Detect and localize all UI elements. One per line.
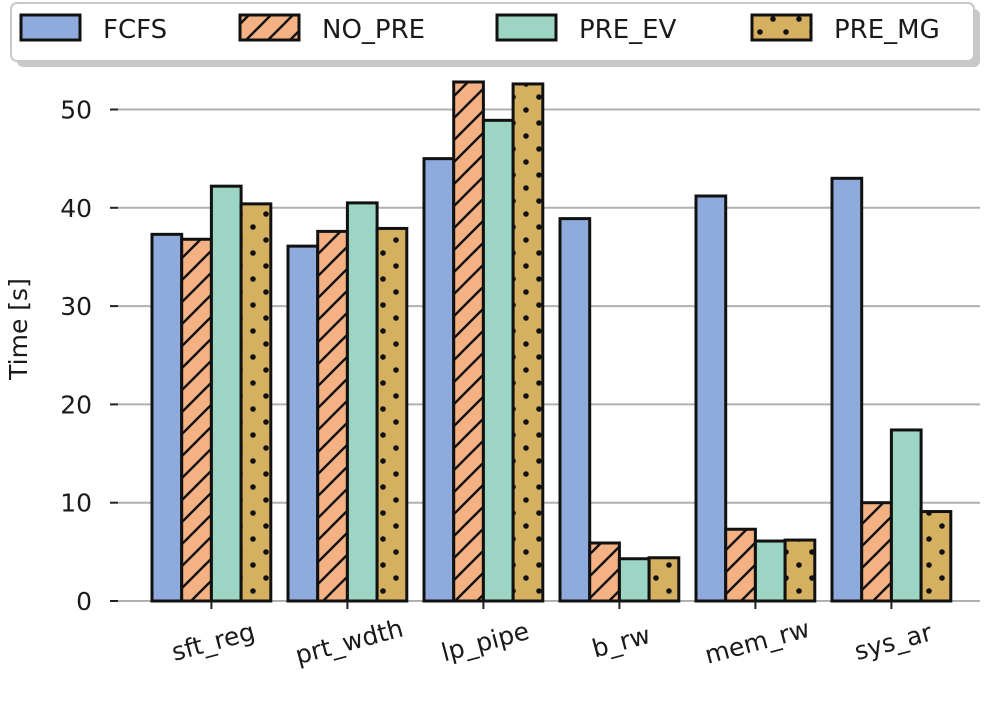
legend-swatch-PRE_EV [495,13,558,42]
x-tick-label: sys_ar [851,617,935,666]
axes [110,108,893,609]
x-tick-label: lp_pipe [438,616,532,667]
legend-swatch-NO_PRE [238,13,301,42]
x-tick-label: prt_wdth [292,613,406,670]
bar-sys_ar-PRE_MG [919,510,953,603]
bar-lp_pipe-NO_PRE [452,80,485,603]
x-tick-label: mem_rw [702,614,813,670]
bar-mem_rw-NO_PRE [724,527,757,603]
bar-lp_pipe-FCFS [422,157,456,603]
bar-sys_ar-PRE_EV [889,428,923,603]
bar-b_rw-PRE_EV [617,557,651,603]
bar-lp_pipe-PRE_MG [511,82,545,603]
x-tick-label: sft_reg [169,617,258,667]
legend: FCFS NO_PRE PRE_EV PRE_MG [10,2,980,67]
legend-swatch-PRE_MG [750,13,813,42]
legend-label-PRE_MG: PRE_MG [834,15,940,45]
bar-b_rw-PRE_MG [647,556,681,603]
legend-label-NO_PRE: NO_PRE [322,15,425,45]
bar-mem_rw-PRE_MG [783,538,817,603]
bar-mem_rw-PRE_EV [753,539,787,603]
bar-prt_wdth-FCFS [286,244,320,603]
legend-label-PRE_EV: PRE_EV [579,15,677,45]
legend-label-FCFS: FCFS [103,15,167,45]
x-tick-label: b_rw [589,620,654,663]
y-axis-label: Time [s] [4,278,33,381]
y-tick-label: 40 [60,194,92,223]
bar-mem_rw-FCFS [694,194,728,603]
bar-sys_ar-FCFS [830,176,864,603]
bar-sft_reg-PRE_EV [209,184,243,603]
bar-b_rw-NO_PRE [588,541,621,603]
bar-b_rw-FCFS [558,217,592,603]
bar-lp_pipe-PRE_EV [481,118,515,603]
y-tick-label: 0 [76,587,92,616]
legend-swatch-FCFS [19,13,82,42]
y-tick-label: 20 [60,390,92,419]
bar-sft_reg-PRE_MG [239,202,273,603]
bar-sft_reg-FCFS [150,232,184,603]
y-tick-label: 50 [60,96,92,125]
y-tick-label: 30 [60,292,92,321]
bar-prt_wdth-PRE_MG [375,226,409,603]
bar-sft_reg-NO_PRE [180,237,213,603]
bar-prt_wdth-NO_PRE [316,229,349,603]
bar-prt_wdth-PRE_EV [345,201,379,603]
y-tick-label: 10 [60,489,92,518]
bar-sys_ar-NO_PRE [860,501,893,603]
bars [150,80,953,603]
